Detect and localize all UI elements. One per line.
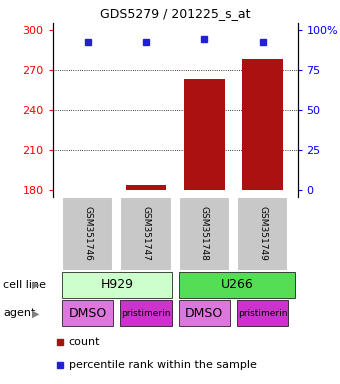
Bar [62,272,172,298]
Text: DMSO: DMSO [185,307,223,320]
Bar [62,300,113,326]
Bar [178,197,230,271]
Text: count: count [69,337,100,347]
Title: GDS5279 / 201225_s_at: GDS5279 / 201225_s_at [100,7,250,20]
Text: U266: U266 [221,278,253,291]
Bar [237,300,288,326]
Bar [120,197,172,271]
Bar [62,197,113,271]
Text: GSM351749: GSM351749 [258,206,267,261]
Text: pristimerin: pristimerin [238,309,287,318]
Text: pristimerin: pristimerin [121,309,171,318]
Bar [184,79,225,190]
Bar [237,197,288,271]
Text: GSM351746: GSM351746 [83,206,92,261]
Text: H929: H929 [100,278,133,291]
Bar [178,300,230,326]
Bar [120,300,172,326]
Bar [125,185,166,190]
Text: cell line: cell line [3,280,46,290]
Text: agent: agent [3,308,36,318]
Text: GSM351748: GSM351748 [200,206,209,261]
Text: ▶: ▶ [32,280,39,290]
Bar [178,272,295,298]
Text: ▶: ▶ [32,308,39,318]
Bar [242,59,283,190]
Text: GSM351747: GSM351747 [141,206,151,261]
Text: DMSO: DMSO [69,307,107,320]
Text: percentile rank within the sample: percentile rank within the sample [69,361,256,371]
